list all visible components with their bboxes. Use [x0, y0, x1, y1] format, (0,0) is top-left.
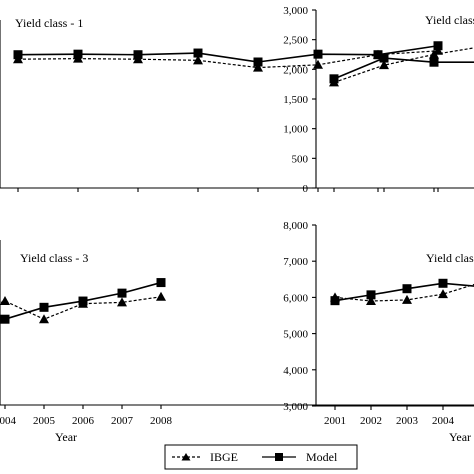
y-tick-label: 3,000 [283, 5, 308, 17]
ibge-point [0, 296, 10, 306]
chart-panels: Yield class - 1 0 500 1,000 1,500 2,000 2,500 3… [0, 5, 474, 444]
y-tick-label: 2,500 [283, 35, 308, 47]
model-point [433, 41, 443, 51]
model-point [156, 278, 166, 288]
model-point [366, 290, 376, 300]
y-tick-label: 8,000 [283, 220, 308, 232]
series-ibge-line [17, 50, 439, 69]
ibge-point [402, 294, 412, 304]
x-tick-label: 2004 [432, 415, 455, 427]
model-point [0, 314, 10, 324]
x-axis-title: Year [449, 430, 471, 444]
model-point [193, 48, 203, 58]
ibge-point [39, 314, 49, 324]
y-tick-label: 7,000 [283, 256, 308, 268]
ibge-point [313, 59, 323, 69]
model-point [253, 57, 263, 67]
series-model-line [333, 57, 474, 80]
x-tick-label: 2006 [72, 415, 95, 427]
legend: IBGE Model [164, 444, 358, 470]
model-point [13, 50, 23, 60]
series-model-line [334, 282, 474, 302]
model-point [39, 302, 49, 312]
y-tick-label: 5,000 [283, 329, 308, 341]
ibge-point [193, 55, 203, 65]
x-tick-label: 2004 [0, 415, 17, 427]
model-point [429, 57, 439, 67]
legend-model-label: Model [306, 450, 338, 464]
x-tick-label: 2003 [396, 415, 419, 427]
ibge-point [253, 62, 263, 72]
model-point [329, 74, 339, 84]
x-tick-label: 2008 [150, 415, 173, 427]
panel-title: Yield class [425, 13, 474, 27]
series-model-line [0, 281, 162, 321]
y-tick-label: 500 [292, 153, 309, 165]
model-point [402, 284, 412, 294]
y-tick-label: 4,000 [283, 365, 308, 377]
chart-panel-3: 2003 2004 2005 2006 2007 2008 Year Yield class … [0, 240, 474, 444]
chart-panel-2: 0 500 1,000 1,500 2,000 2,500 3,000 Yield class [283, 5, 474, 195]
model-point [78, 296, 88, 306]
model-point [117, 288, 127, 298]
x-tick-label: 2007 [111, 415, 134, 427]
y-tick-label: 1,000 [283, 124, 308, 136]
model-point [133, 50, 143, 60]
x-tick-label: 2005 [33, 415, 56, 427]
ibge-point [156, 291, 166, 301]
x-axis-title: Year [55, 430, 77, 444]
series-ibge-line [0, 296, 162, 320]
model-point [379, 53, 389, 63]
y-tick-label: 1,500 [283, 94, 308, 106]
ibge-point [438, 289, 448, 299]
ibge-point [429, 49, 439, 59]
x-tick-label: 2002 [360, 415, 382, 427]
series-ibge-line [333, 47, 474, 83]
model-point [330, 296, 340, 306]
chart-panel-4: 3,000 4,000 5,000 6,000 7,000 8,000 2001 2002 20… [283, 220, 474, 444]
y-tick-label: 0 [303, 183, 309, 195]
y-tick-label: 6,000 [283, 292, 308, 304]
panel-title: Yield class - 1 [15, 16, 83, 30]
series-ibge-line [334, 283, 474, 302]
y-tick-label: 2,000 [283, 64, 308, 76]
ibge-point [117, 297, 127, 307]
chart-panel-1: Yield class - 1 [0, 16, 474, 192]
ibge-point [379, 60, 389, 70]
y-tick-label: 3,000 [283, 401, 308, 413]
legend-ibge-marker [181, 453, 191, 461]
legend-model-marker [275, 453, 283, 461]
model-point [73, 49, 83, 59]
ibge-point [366, 296, 376, 306]
model-point [373, 50, 383, 60]
model-point [438, 278, 448, 288]
panel-title: Yield class [426, 251, 474, 265]
x-tick-label: 2001 [324, 415, 346, 427]
panel-title: Yield class - 3 [20, 251, 88, 265]
series-model-line [17, 44, 439, 63]
model-point [313, 49, 323, 59]
legend-ibge-label: IBGE [210, 450, 238, 464]
